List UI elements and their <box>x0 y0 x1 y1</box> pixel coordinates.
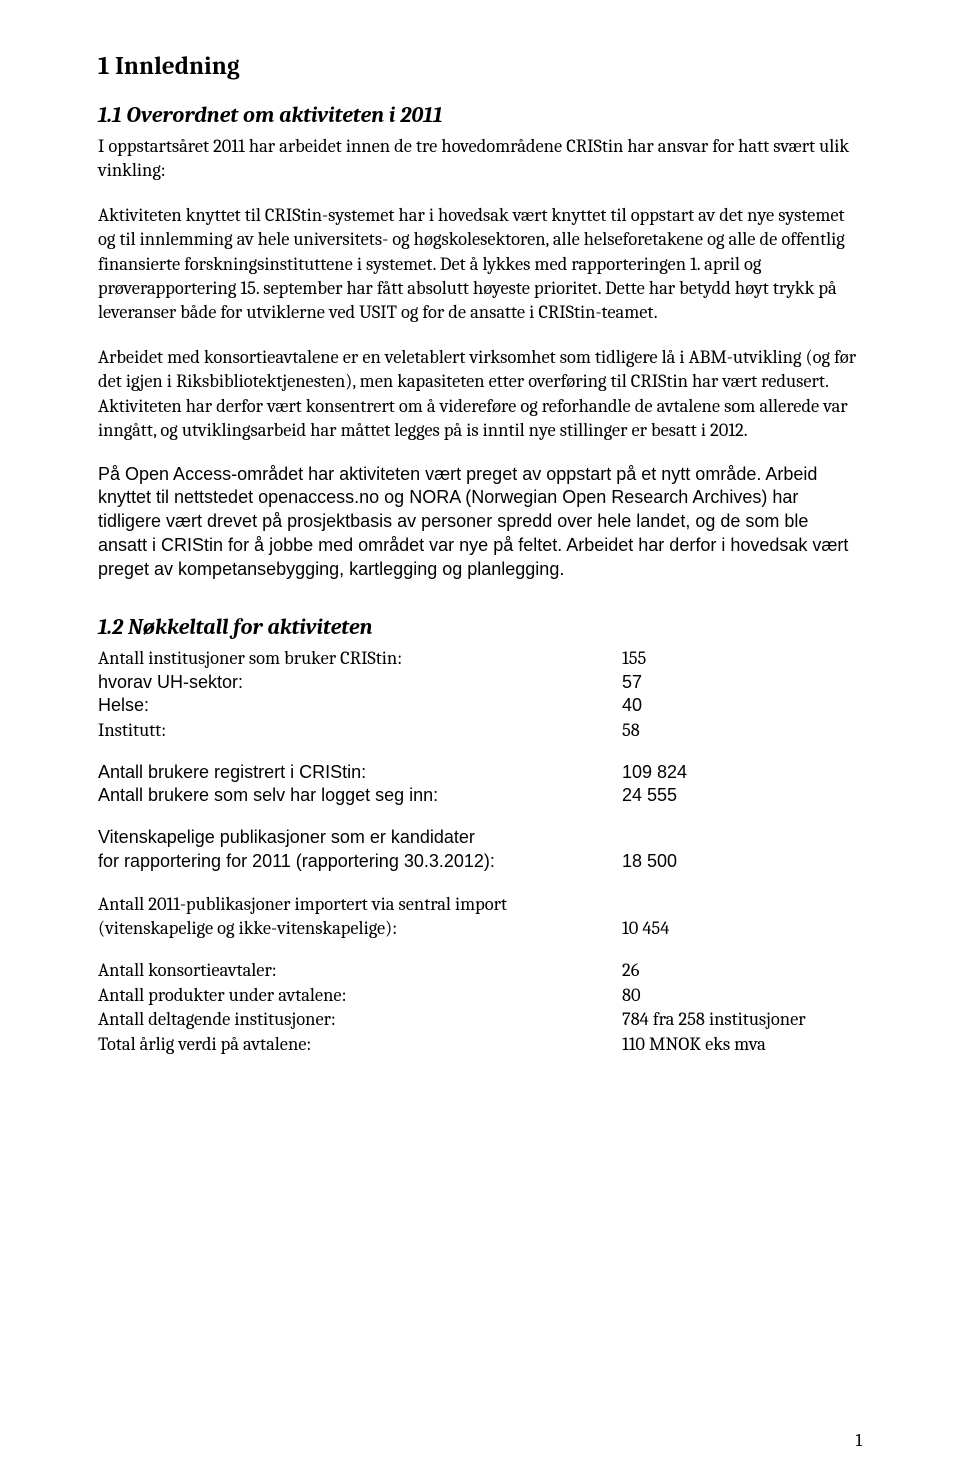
key-label: Antall brukere som selv har logget seg i… <box>98 784 438 808</box>
key-row: (vitenskapelige og ikke-vitenskapelige):… <box>98 916 862 940</box>
key-value: 58 <box>582 718 862 742</box>
paragraph-4: På Open Access-området har aktiviteten v… <box>98 463 862 582</box>
key-value: 40 <box>582 694 862 718</box>
key-value: 109 824 <box>582 761 862 785</box>
key-figures-block-5: Antall konsortieavtaler: 26 Antall produ… <box>98 958 862 1056</box>
key-label: Antall deltagende institusjoner: <box>98 1007 336 1031</box>
page-number: 1 <box>855 1429 862 1453</box>
heading-1: 1 Innledning <box>98 50 862 83</box>
key-row: Antall produkter under avtalene: 80 <box>98 983 862 1007</box>
key-value: 18 500 <box>582 850 862 874</box>
key-label: hvorav UH-sektor: <box>98 671 243 695</box>
key-label: Helse: <box>98 694 149 718</box>
paragraph-1: I oppstartsåret 2011 har arbeidet innen … <box>98 134 862 183</box>
key-figures-block-4: Antall 2011-publikasjoner importert via … <box>98 892 862 941</box>
key-value: 155 <box>582 646 862 670</box>
key-label-line1: Antall 2011-publikasjoner importert via … <box>98 892 862 916</box>
key-label: Institutt: <box>98 718 166 742</box>
key-row: Total årlig verdi på avtalene: 110 MNOK … <box>98 1032 862 1056</box>
key-row: Antall konsortieavtaler: 26 <box>98 958 862 982</box>
key-row: Helse: 40 <box>98 694 862 718</box>
key-label: Antall institusjoner som bruker CRIStin: <box>98 646 402 670</box>
key-label-line2: (vitenskapelige og ikke-vitenskapelige): <box>98 916 397 940</box>
key-figures-block-3: Vitenskapelige publikasjoner som er kand… <box>98 826 862 874</box>
key-value: 10 454 <box>582 916 862 940</box>
key-label: Antall konsortieavtaler: <box>98 958 277 982</box>
key-row: hvorav UH-sektor: 57 <box>98 671 862 695</box>
key-label-line1: Vitenskapelige publikasjoner som er kand… <box>98 826 862 850</box>
key-value: 784 fra 258 institusjoner <box>582 1007 862 1031</box>
key-value: 57 <box>582 671 862 695</box>
key-value: 24 555 <box>582 784 862 808</box>
paragraph-2: Aktiviteten knyttet til CRIStin-systemet… <box>98 203 862 325</box>
key-row: Antall institusjoner som bruker CRIStin:… <box>98 646 862 670</box>
key-label-line2: for rapportering for 2011 (rapportering … <box>98 850 495 874</box>
heading-1-1: 1.1 Overordnet om aktiviteten i 2011 <box>98 101 862 130</box>
heading-1-2: 1.2 Nøkkeltall for aktiviteten <box>98 613 862 642</box>
key-figures-block-1: Antall institusjoner som bruker CRIStin:… <box>98 646 862 742</box>
key-value: 110 MNOK eks mva <box>582 1032 862 1056</box>
key-row: Institutt: 58 <box>98 718 862 742</box>
key-row: Antall deltagende institusjoner: 784 fra… <box>98 1007 862 1031</box>
key-label: Antall produkter under avtalene: <box>98 983 346 1007</box>
key-value: 80 <box>582 983 862 1007</box>
key-label: Antall brukere registrert i CRIStin: <box>98 761 366 785</box>
key-row: for rapportering for 2011 (rapportering … <box>98 850 862 874</box>
key-label: Total årlig verdi på avtalene: <box>98 1032 311 1056</box>
key-row: Antall brukere registrert i CRIStin: 109… <box>98 761 862 785</box>
key-figures-block-2: Antall brukere registrert i CRIStin: 109… <box>98 761 862 809</box>
key-value: 26 <box>582 958 862 982</box>
key-row: Antall brukere som selv har logget seg i… <box>98 784 862 808</box>
paragraph-3: Arbeidet med konsortieavtalene er en vel… <box>98 345 862 443</box>
